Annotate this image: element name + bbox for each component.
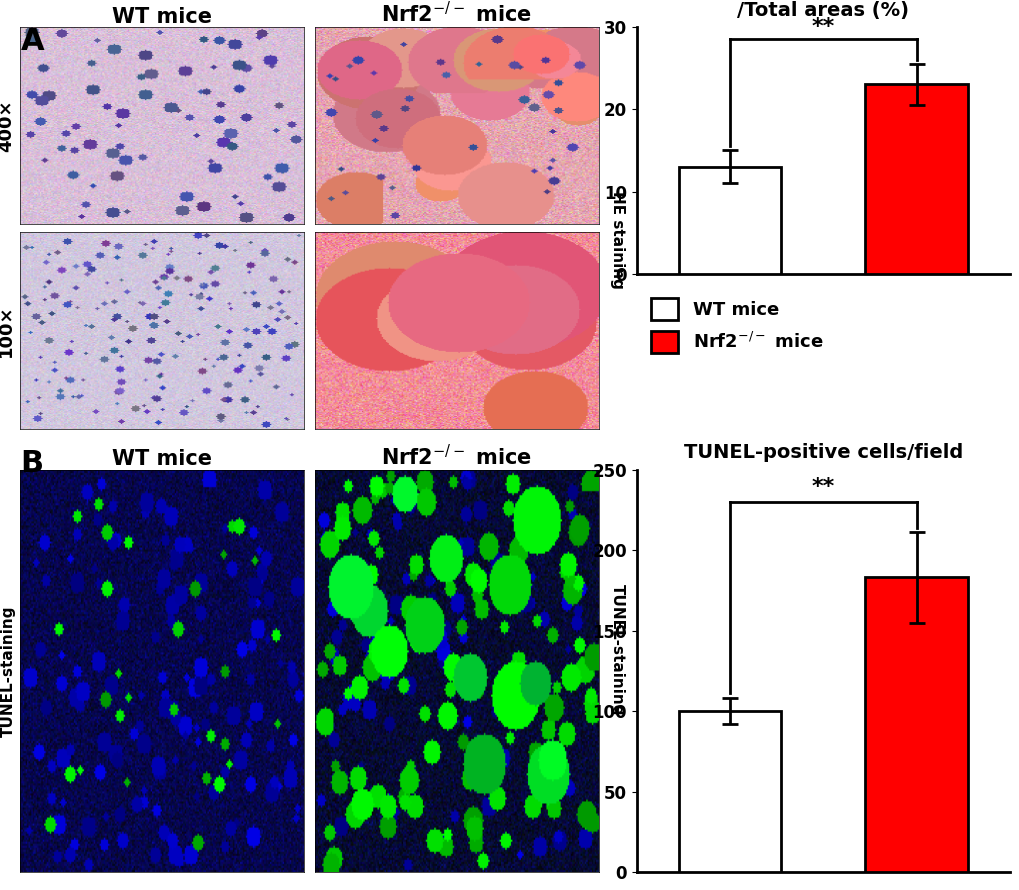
Text: **: ** xyxy=(811,477,835,497)
Title: WT mice: WT mice xyxy=(112,449,212,469)
Text: HE staining: HE staining xyxy=(609,191,625,289)
Title: TUNEL-positive cells/field: TUNEL-positive cells/field xyxy=(683,443,962,463)
Title: Nrf2$^{-/-}$ mice: Nrf2$^{-/-}$ mice xyxy=(381,1,532,27)
Title: WT mice: WT mice xyxy=(112,6,212,27)
Title: Nrf2$^{-/-}$ mice: Nrf2$^{-/-}$ mice xyxy=(381,444,532,469)
Text: B: B xyxy=(20,449,44,479)
Text: TUNEL-staining: TUNEL-staining xyxy=(609,584,625,716)
Text: A: A xyxy=(20,27,44,56)
Title: Cerebral hemorrhage areas
/Total areas (%): Cerebral hemorrhage areas /Total areas (… xyxy=(672,0,974,20)
Text: **: ** xyxy=(811,18,835,37)
Bar xyxy=(678,166,781,274)
Y-axis label: 100×: 100× xyxy=(0,304,15,357)
Legend: WT mice, Nrf2$^{-/-}$ mice: WT mice, Nrf2$^{-/-}$ mice xyxy=(645,293,827,359)
Bar xyxy=(864,85,967,274)
Y-axis label: TUNEL-staining: TUNEL-staining xyxy=(1,605,16,737)
Bar xyxy=(864,578,967,872)
Y-axis label: 400×: 400× xyxy=(0,99,15,151)
Bar xyxy=(678,711,781,872)
